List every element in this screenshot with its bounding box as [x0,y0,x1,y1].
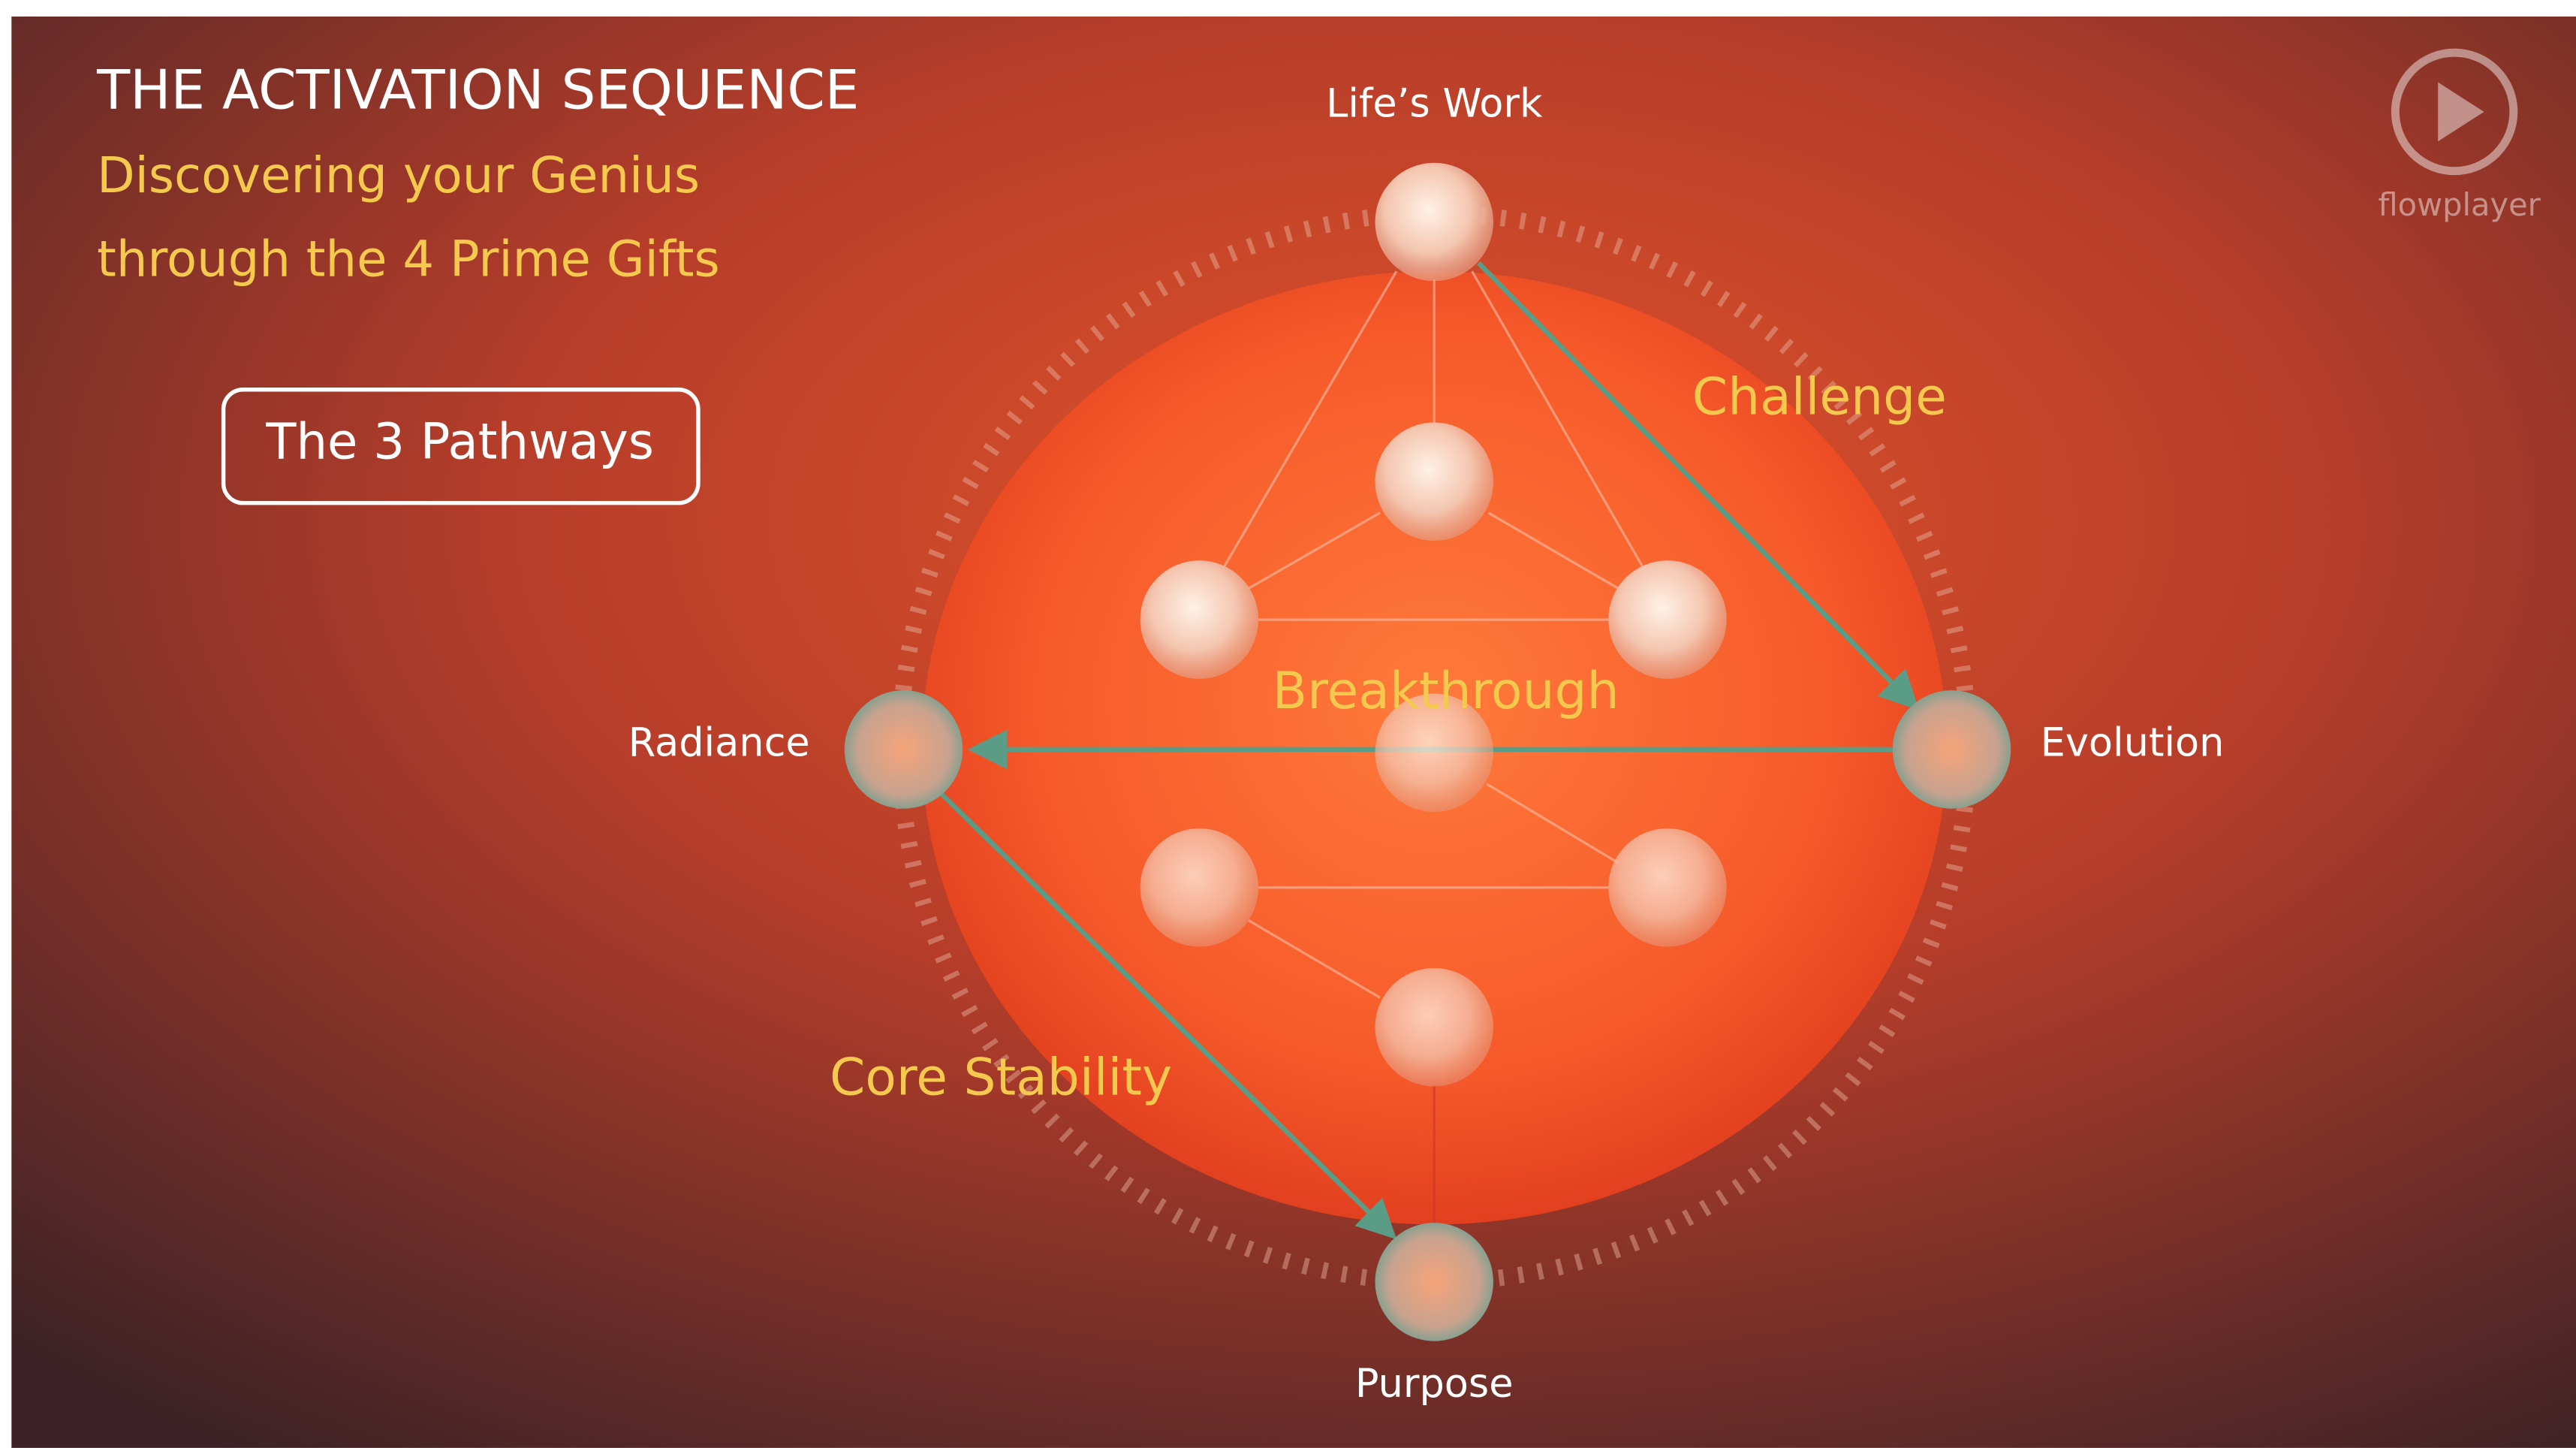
subtitle: Discovering your Genius [97,147,700,204]
subtitle: through the 4 Prime Gifts [97,231,720,288]
node-label: Evolution [2041,720,2225,766]
node-label: Purpose [1355,1361,1514,1407]
pathway-label: Breakthrough [1273,661,1619,720]
player-logo-text[interactable]: flowplayer [2379,186,2541,223]
pathway-label: Challenge [1692,367,1947,427]
pathway-label: Core Stability [830,1047,1172,1106]
node-label: Radiance [628,720,810,766]
node-label: Life’s Work [1326,80,1543,126]
title: THE ACTIVATION SEQUENCE [96,59,859,122]
button-label[interactable]: The 3 Pathways [265,414,654,471]
video-frame: THE ACTIVATION SEQUENCE Discovering your… [0,0,2576,1448]
